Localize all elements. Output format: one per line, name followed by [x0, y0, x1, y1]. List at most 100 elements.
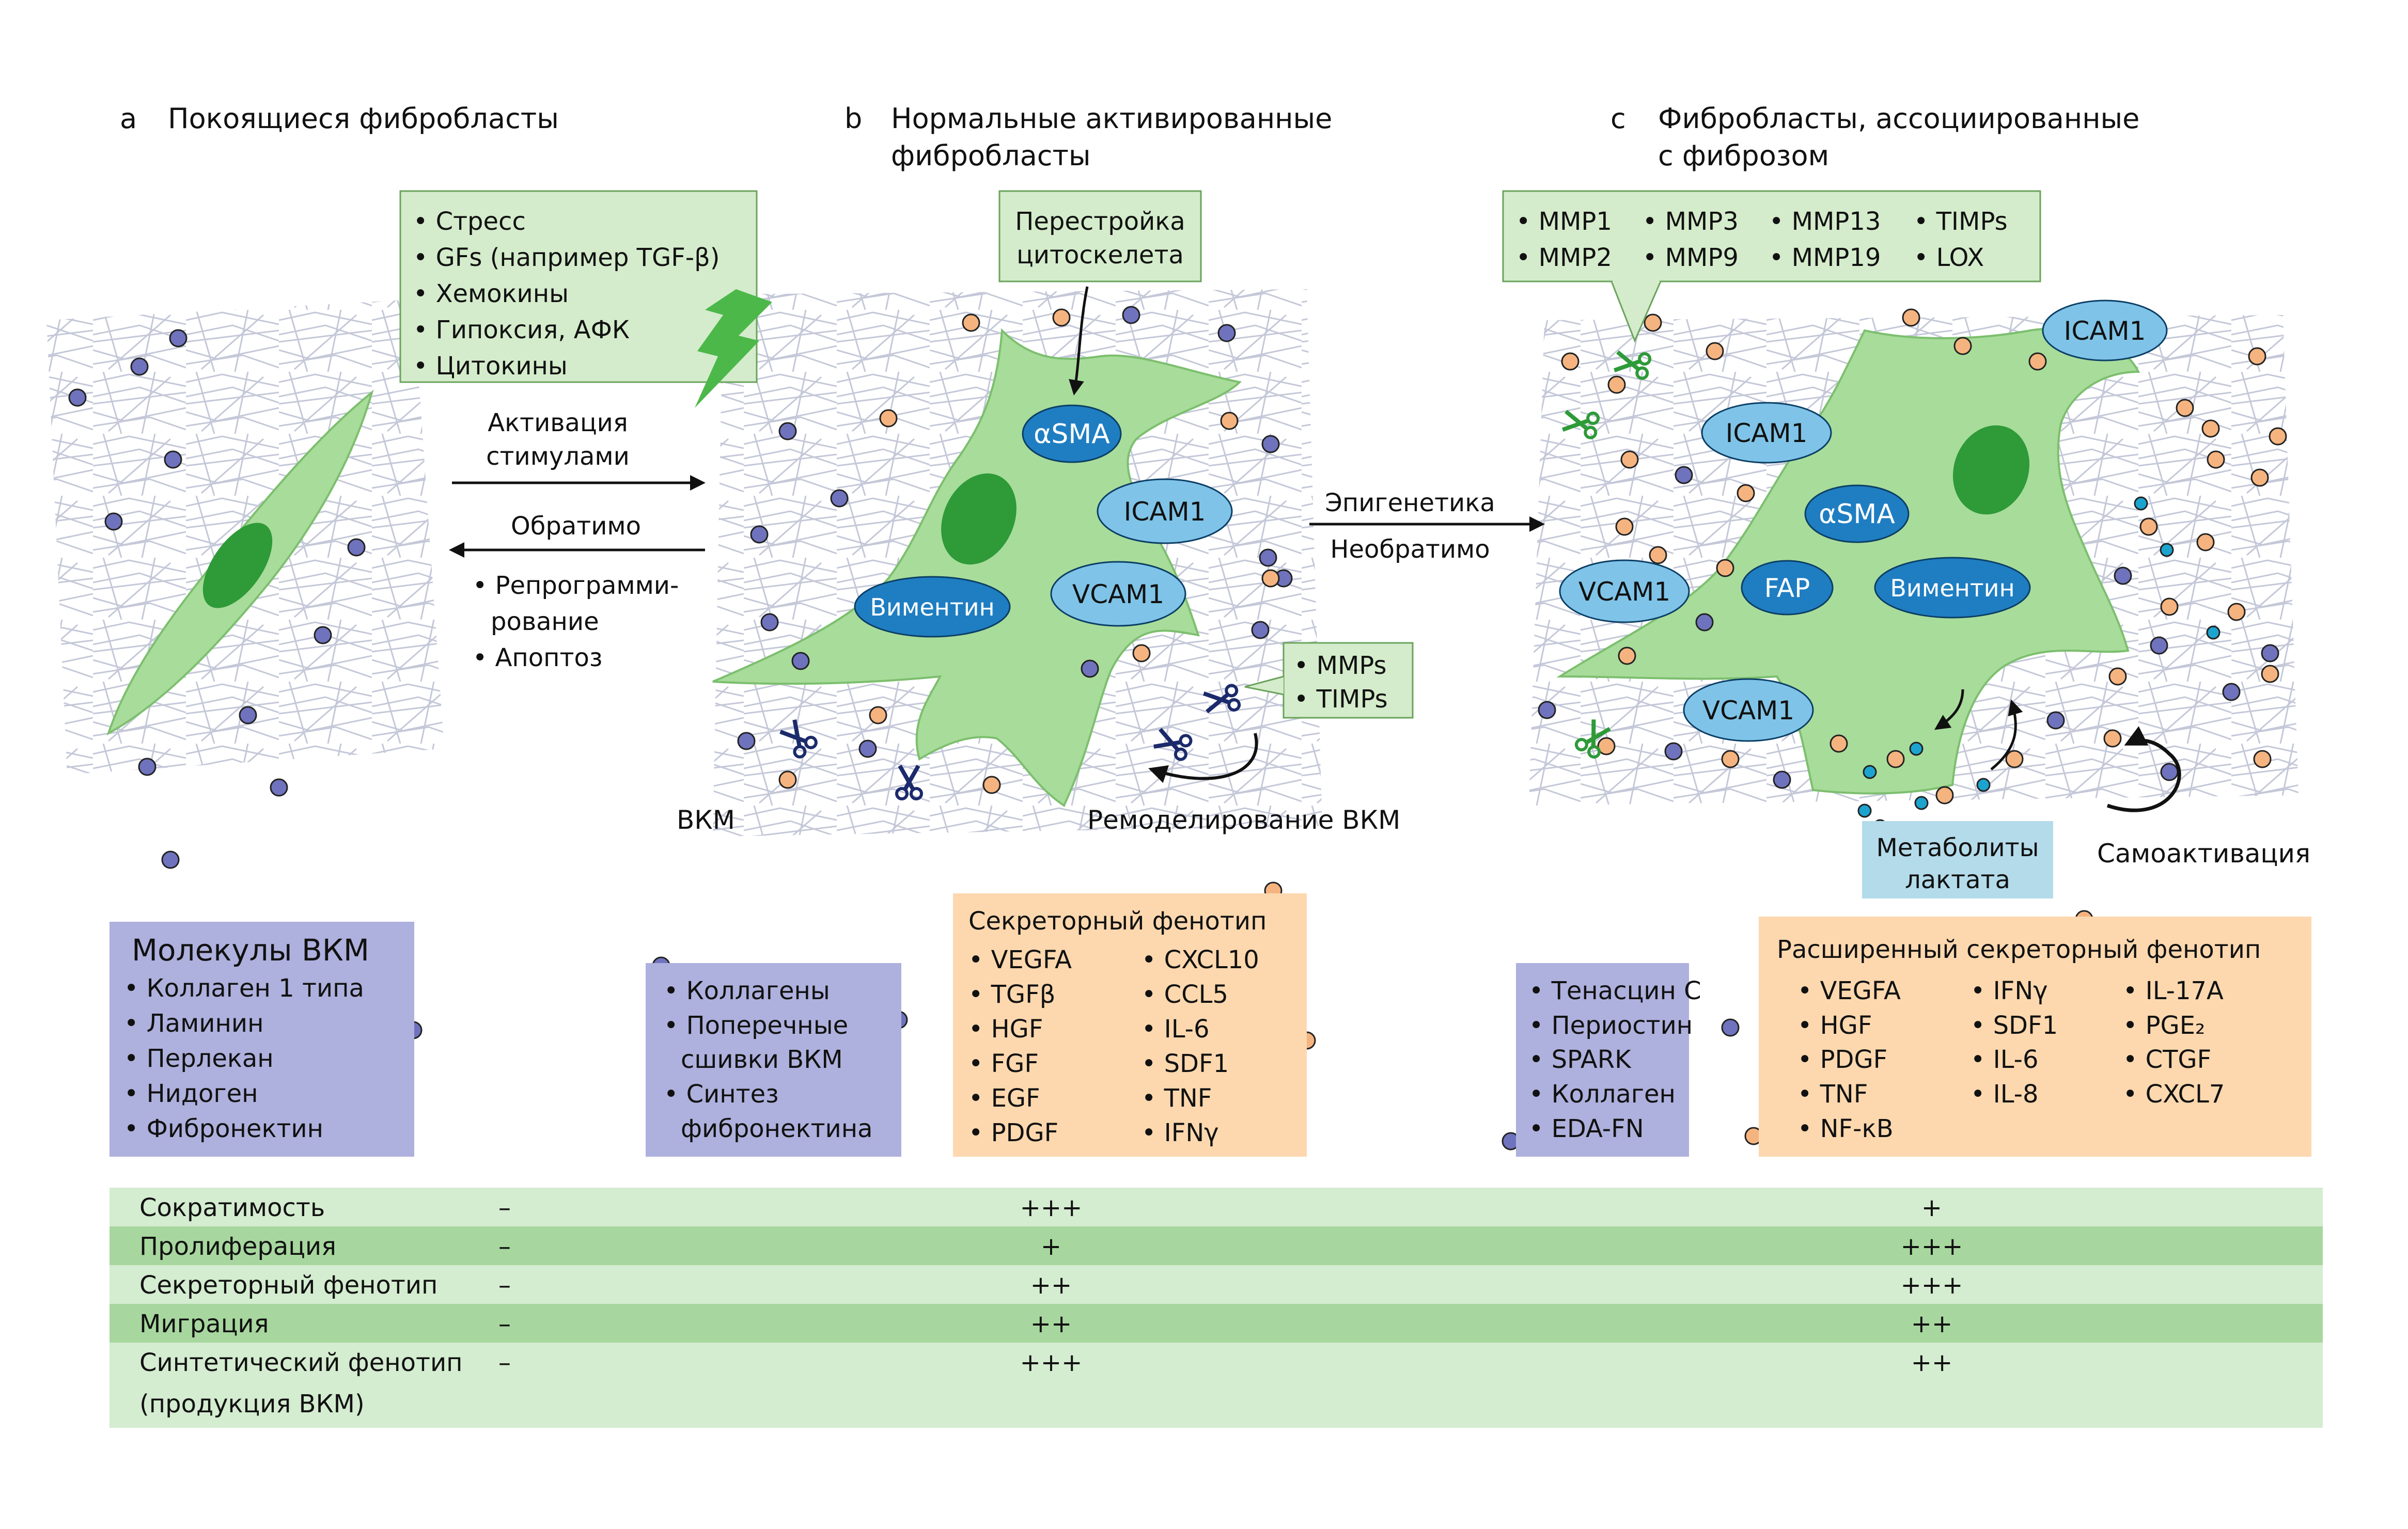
svg-text:• IFNγ: • IFNγ: [1971, 976, 2048, 1005]
svg-text:• CXCL10: • CXCL10: [1142, 945, 1259, 974]
marker-vcam1-left: VCAM1: [1559, 559, 1690, 623]
svg-text:• VEGFA: • VEGFA: [968, 945, 1072, 974]
svg-text:Фибробласты, ассоциированные: Фибробласты, ассоциированные: [1658, 102, 2139, 135]
svg-text:VCAM1: VCAM1: [1072, 579, 1164, 609]
svg-text:• CXCL7: • CXCL7: [2123, 1080, 2225, 1109]
svg-text:• MMP1: • MMP1: [1516, 207, 1612, 236]
svg-text:VCAM1: VCAM1: [1702, 696, 1794, 726]
svg-text:рование: рование: [491, 607, 599, 636]
remodeling-arrow: [1148, 733, 1258, 783]
marker-vimentin-c: Виментин: [1874, 557, 2031, 619]
panel-c-title: c Фибробласты, ассоциированные с фиброзо…: [1610, 102, 2139, 172]
svg-text:• HGF: • HGF: [968, 1015, 1043, 1044]
ecm-molecules-box: Молекулы ВКМ • Коллаген 1 типа • Ламинин…: [110, 922, 414, 1157]
marker-asma: αSMA: [1022, 404, 1122, 463]
svg-text:• LOX: • LOX: [1914, 243, 1984, 272]
svg-text:Миграция: Миграция: [139, 1310, 269, 1338]
phenotype-table: Сократимость – +++ + Пролиферация – + ++…: [110, 1188, 2323, 1428]
svg-text:• MMPs: • MMPs: [1294, 651, 1387, 680]
nucleus: [941, 473, 1017, 565]
svg-text:• Репрограмми-: • Репрограмми-: [473, 571, 679, 600]
svg-text:Покоящиеся фибробласты: Покоящиеся фибробласты: [168, 102, 559, 135]
marker-icam1-left: ICAM1: [1701, 402, 1832, 464]
svg-text:αSMA: αSMA: [1819, 499, 1895, 530]
marker-vcam1: VCAM1: [1050, 561, 1186, 627]
marker-vimentin: Виментин: [854, 576, 1011, 638]
table-row: [110, 1265, 2323, 1304]
marker-vcam1-bottom: VCAM1: [1683, 678, 1814, 742]
svg-text:Молекулы ВКМ: Молекулы ВКМ: [132, 933, 369, 968]
svg-text:• IFNγ: • IFNγ: [1142, 1118, 1219, 1147]
svg-text:Метаболиты: Метаболиты: [1876, 833, 2039, 862]
svg-text:• MMP19: • MMP19: [1769, 243, 1881, 272]
svg-text:• TIMPs: • TIMPs: [1914, 207, 2008, 236]
panel-b-title: b Нормальные активированные фибробласты: [845, 102, 1332, 172]
table-row: [110, 1188, 2323, 1226]
svg-text:• EDA-FN: • EDA-FN: [1529, 1114, 1644, 1143]
table-row: [110, 1304, 2323, 1343]
activation-arrow: Активация стимулами: [452, 408, 706, 491]
marker-icam1: ICAM1: [1097, 478, 1233, 544]
mmp-box-b: • MMPs • TIMPs: [1244, 642, 1414, 719]
svg-text:• TNF: • TNF: [1142, 1084, 1212, 1113]
svg-text:• Поперечные: • Поперечные: [664, 1011, 848, 1040]
svg-text:• Коллагены: • Коллагены: [664, 976, 830, 1005]
svg-text:Необратимо: Необратимо: [1330, 535, 1490, 564]
svg-text:a: a: [120, 102, 137, 135]
marker-asma-c: αSMA: [1804, 484, 1910, 543]
svg-text:ICAM1: ICAM1: [2064, 316, 2146, 346]
svg-text:VCAM1: VCAM1: [1578, 577, 1670, 607]
svg-text:• HGF: • HGF: [1797, 1011, 1872, 1040]
svg-text:• MMP2: • MMP2: [1516, 243, 1612, 272]
svg-text:Синтетический фенотип: Синтетический фенотип: [139, 1348, 463, 1377]
lightning-icon: [695, 289, 772, 408]
svg-text:фибронектина: фибронектина: [681, 1114, 873, 1143]
svg-text:• IL-8: • IL-8: [1971, 1080, 2038, 1109]
svg-text:стимулами: стимулами: [486, 442, 630, 471]
svg-text:с фиброзом: с фиброзом: [1658, 139, 1829, 172]
svg-text:• MMP9: • MMP9: [1643, 243, 1739, 272]
svg-text:Секреторный фенотип: Секреторный фенотип: [968, 907, 1266, 936]
svg-text:–: –: [498, 1232, 511, 1261]
svg-text:• PGE₂: • PGE₂: [2123, 1011, 2205, 1040]
cytoskeleton-arrow: [1069, 286, 1089, 396]
svg-text:–: –: [498, 1193, 511, 1222]
svg-text:• SPARK: • SPARK: [1529, 1045, 1632, 1074]
svg-text:ICAM1: ICAM1: [1124, 497, 1206, 527]
svg-text:• MMP13: • MMP13: [1769, 207, 1881, 236]
svg-text:• IL-6: • IL-6: [1142, 1015, 1209, 1044]
svg-text:ICAM1: ICAM1: [1726, 418, 1808, 448]
svg-text:b: b: [845, 102, 862, 135]
svg-text:Пролиферация: Пролиферация: [139, 1232, 336, 1261]
svg-text:++: ++: [1911, 1348, 1952, 1377]
svg-text:+++: +++: [1020, 1348, 1083, 1377]
table-row: [110, 1226, 2323, 1265]
svg-text:Перестройка: Перестройка: [1015, 207, 1185, 236]
svg-text:• IL-6: • IL-6: [1971, 1045, 2038, 1074]
svg-text:• PDGF: • PDGF: [968, 1118, 1058, 1147]
svg-text:Виментин: Виментин: [870, 593, 994, 621]
self-activation-label: Самоактивация: [2097, 839, 2310, 869]
secretory-box-c: Расширенный секреторный фенотип • VEGFA …: [1759, 917, 2311, 1157]
nucleus: [1952, 425, 2030, 515]
svg-text:–: –: [498, 1310, 511, 1338]
svg-text:αSMA: αSMA: [1034, 419, 1110, 450]
cytoskeleton-box: Перестройка цитоскелета: [998, 190, 1202, 282]
svg-text:• Тенасцин С: • Тенасцин С: [1529, 976, 1701, 1005]
reversible-arrow: Обратимо • Репрограмми- рование • Апопто…: [449, 512, 705, 672]
svg-text:FAP: FAP: [1764, 573, 1810, 603]
resting-fibroblast: [106, 389, 374, 736]
lactate-arrow-in: [1934, 689, 1964, 730]
svg-text:Обратимо: Обратимо: [511, 512, 641, 541]
svg-text:сшивки ВКМ: сшивки ВКМ: [681, 1045, 843, 1074]
svg-text:• TNF: • TNF: [1797, 1080, 1868, 1109]
lactate-arrow-out: [1990, 699, 2023, 770]
svg-text:цитоскелета: цитоскелета: [1017, 241, 1184, 270]
ecm-box-b: • Коллагены • Поперечные сшивки ВКМ • Си…: [646, 963, 901, 1157]
svg-text:–: –: [498, 1348, 511, 1377]
svg-text:+: +: [1921, 1193, 1942, 1222]
mmp-box-c: • MMP1 • MMP3 • MMP13 • TIMPs • MMP2 • M…: [1502, 190, 2041, 343]
table-row: [110, 1343, 2323, 1428]
svg-text:• CTGF: • CTGF: [2123, 1045, 2211, 1074]
